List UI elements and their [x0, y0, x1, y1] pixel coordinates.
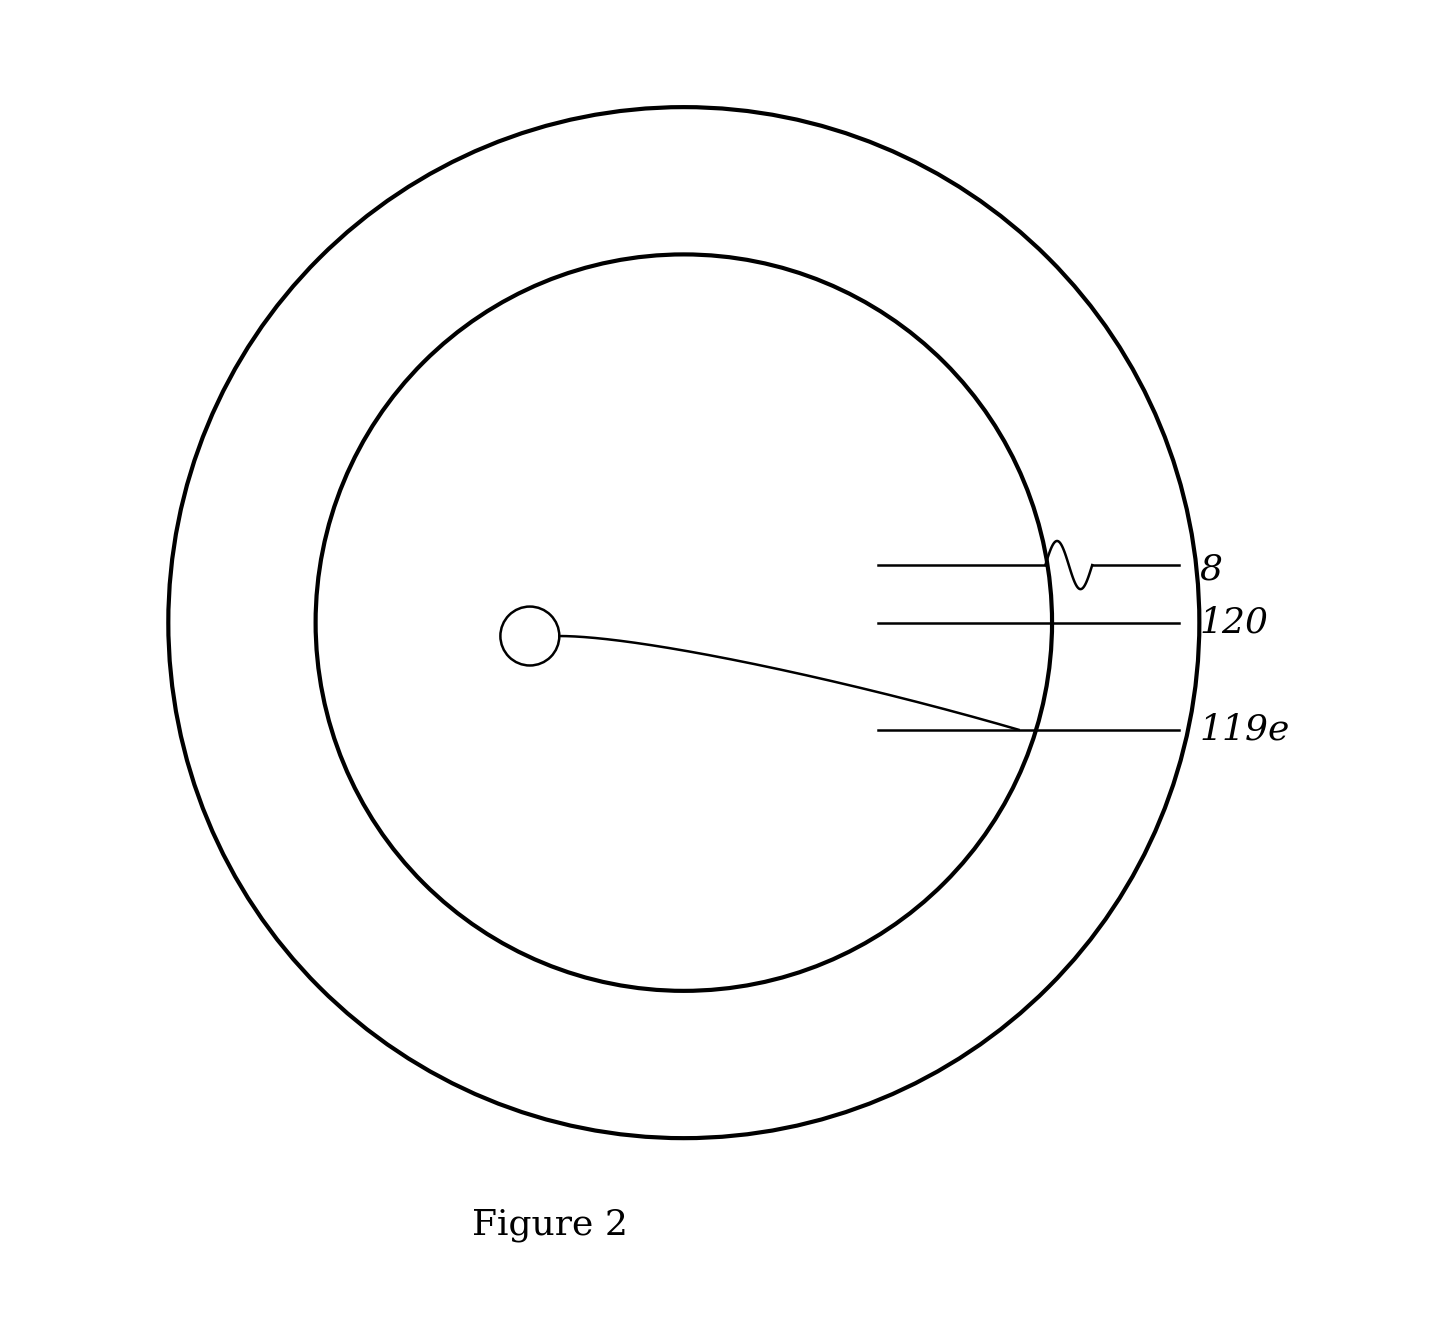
Text: 120: 120	[1199, 605, 1268, 640]
Text: 119e: 119e	[1199, 712, 1290, 747]
Text: Figure 2: Figure 2	[472, 1208, 628, 1243]
Text: 8: 8	[1199, 552, 1222, 586]
